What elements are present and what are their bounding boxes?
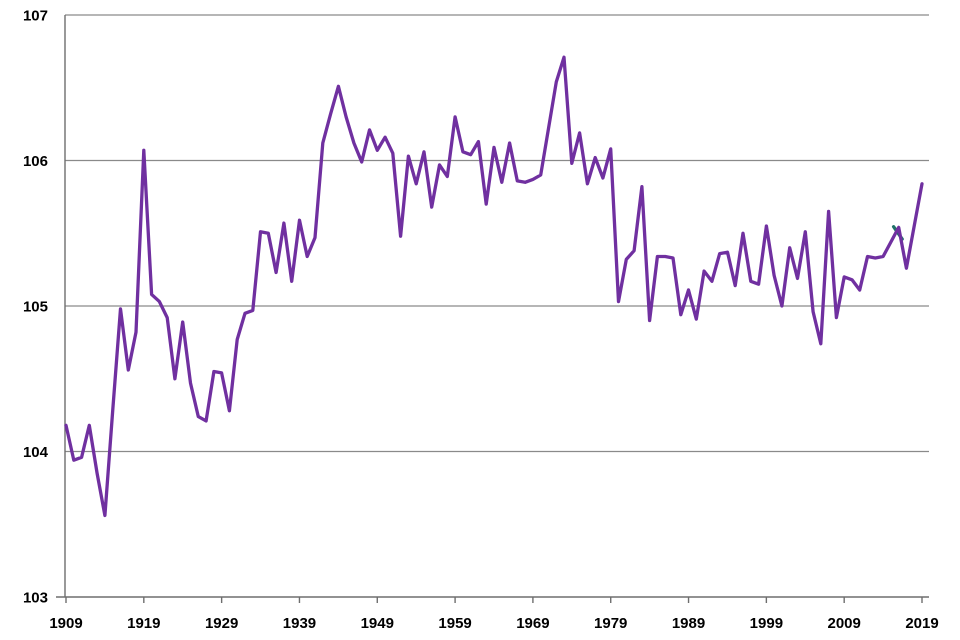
y-tick-label-103: 103: [23, 590, 48, 607]
x-tick-label-1989: 1989: [672, 615, 705, 632]
x-tick-label-1979: 1979: [594, 615, 627, 632]
y-tick-label-104: 104: [23, 444, 49, 461]
x-tick-label-1949: 1949: [361, 615, 394, 632]
gridlines: [65, 14, 929, 453]
axes: [56, 15, 929, 598]
x-tick-label-1939: 1939: [283, 615, 316, 632]
x-tick-label-1959: 1959: [438, 615, 471, 632]
x-tick-marks: [65, 597, 923, 603]
x-tick-label-1999: 1999: [750, 615, 783, 632]
x-tick-label-2009: 2009: [827, 615, 860, 632]
y-tick-label-106: 106: [23, 153, 48, 170]
y-tick-label-105: 105: [23, 299, 48, 316]
x-tick-label-2019: 2019: [905, 615, 938, 632]
y-tick-labels: 103 104 105 106 107: [23, 8, 49, 607]
x-tick-labels: 1909 1919 1929 1939 1949 1959 1969 1979 1989 1999…: [49, 615, 938, 632]
x-tick-label-1919: 1919: [127, 615, 160, 632]
y-tick-label-107: 107: [23, 8, 48, 25]
x-tick-label-1969: 1969: [516, 615, 549, 632]
x-tick-label-1929: 1929: [205, 615, 238, 632]
x-tick-label-1909: 1909: [49, 615, 82, 632]
series-line-purple: [64, 55, 924, 518]
